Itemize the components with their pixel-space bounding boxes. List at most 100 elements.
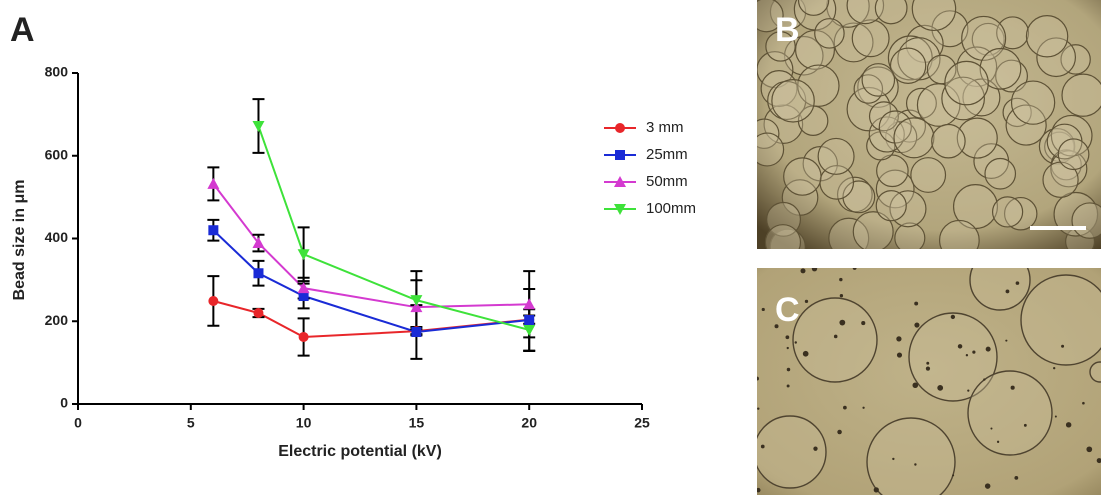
bead [1003,196,1038,231]
debris [757,407,760,410]
debris [1082,401,1085,405]
debris [862,406,865,409]
bead [905,24,944,63]
debris [914,301,919,306]
debris [800,268,806,274]
bead [969,268,1031,311]
debris [1014,475,1019,480]
debris [757,487,761,493]
bead [1010,80,1056,125]
legend-label: 25mm [646,146,688,163]
debris [952,474,955,477]
bead [1057,138,1090,171]
marker [523,324,536,336]
x-tick-label: 15 [409,415,425,431]
debris [837,429,842,435]
debris [896,352,903,358]
panel-label: C [775,291,800,329]
bead [996,16,1030,50]
debris [839,319,846,326]
bead [866,131,896,161]
debris [1005,339,1008,342]
legend-marker [614,204,626,215]
debris [811,268,818,272]
bead [876,154,909,188]
bead [911,0,957,32]
debris [786,367,791,372]
bead [962,78,1001,117]
bead [938,219,980,249]
debris [774,324,779,329]
bead [797,0,830,16]
debris [914,463,917,466]
bead [1089,361,1101,383]
bead [926,54,957,85]
debris [1005,289,1010,294]
bead [760,70,798,108]
x-tick-label: 25 [634,415,650,431]
debris [950,314,956,320]
debris [833,334,838,339]
bead [944,60,989,106]
debris [839,294,844,298]
bead [857,66,899,108]
bead [767,80,807,121]
marker [208,295,219,306]
debris [1096,458,1101,464]
bead [757,132,785,167]
y-tick-label: 400 [45,229,69,245]
marker [252,120,265,132]
legend-marker [615,123,625,133]
bead [874,0,908,25]
debris [839,277,843,282]
debris [1054,415,1057,418]
micrograph [757,268,1101,495]
legend-label: 100mm [646,200,696,217]
bead [894,222,926,249]
debris [967,389,970,392]
bead [967,370,1053,456]
bead [817,137,855,175]
bead [910,157,947,193]
debris [794,341,797,344]
bead [757,118,780,149]
y-tick-label: 800 [45,64,69,80]
bead [887,35,933,81]
debris [1015,281,1020,285]
bead [771,79,815,123]
bead [828,217,870,249]
beads [757,0,1101,249]
debris [892,457,895,461]
debris [1061,344,1065,348]
bead [861,63,896,97]
debris [996,440,1000,444]
debris [1065,422,1072,428]
debris [985,346,991,352]
bead [765,31,796,62]
panel-label: B [775,11,800,49]
bead [889,190,927,228]
x-tick-label: 0 [74,415,82,431]
bead [814,18,845,49]
debris [757,376,759,381]
debris [852,268,857,270]
bead [931,123,966,159]
bead [852,211,894,249]
debris [786,346,789,350]
legend-marker [615,150,625,160]
debris [926,361,930,365]
bead [764,224,802,249]
marker [524,315,535,326]
debris [1023,423,1027,427]
x-tick-label: 20 [521,415,537,431]
bead [984,157,1017,190]
marker [208,225,219,236]
debris [937,384,944,391]
bead [1071,202,1101,239]
marker [252,237,265,249]
bead [792,297,878,383]
debris [990,427,993,430]
legend-label: 3 mm [646,119,684,136]
debris [1086,446,1093,453]
y-tick-label: 0 [60,395,68,411]
